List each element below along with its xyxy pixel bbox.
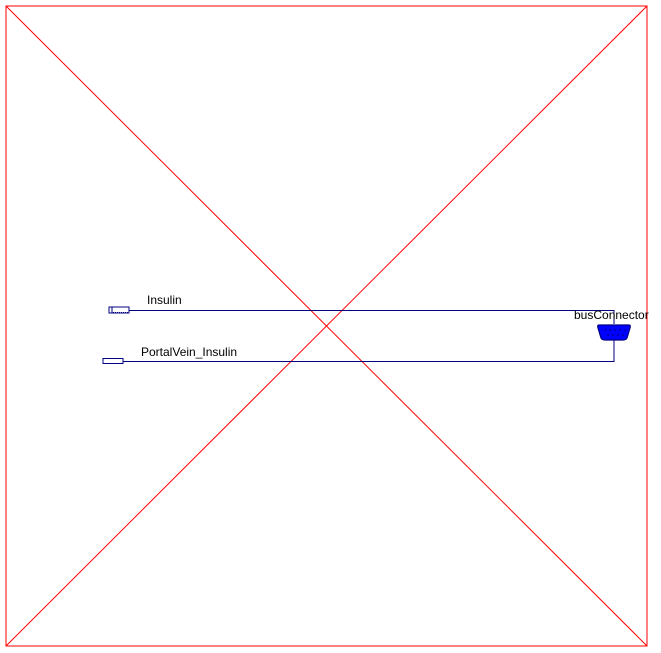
port-insulin-label: Insulin [147,293,182,307]
bus-connector-pins [604,329,626,336]
placeholder-frame [5,5,648,647]
port-portalvein-insulin[interactable]: PortalVein_Insulin [102,345,237,364]
wire-insulin[interactable] [129,310,615,325]
frame-diagonal-up [5,5,648,647]
wire-portalvein-insulin[interactable] [123,340,615,362]
bus-connector-label: busConnector [574,308,649,322]
port-portalvein-insulin-label: PortalVein_Insulin [141,345,237,359]
bus-connector[interactable]: busConnector [574,308,649,341]
connection-wires [123,310,615,362]
frame-border [5,5,648,647]
port-insulin[interactable]: Insulin [108,293,182,314]
port-portalvein-insulin-icon [102,358,124,364]
bus-connector-icon [597,324,631,341]
port-insulin-icon [108,306,130,314]
